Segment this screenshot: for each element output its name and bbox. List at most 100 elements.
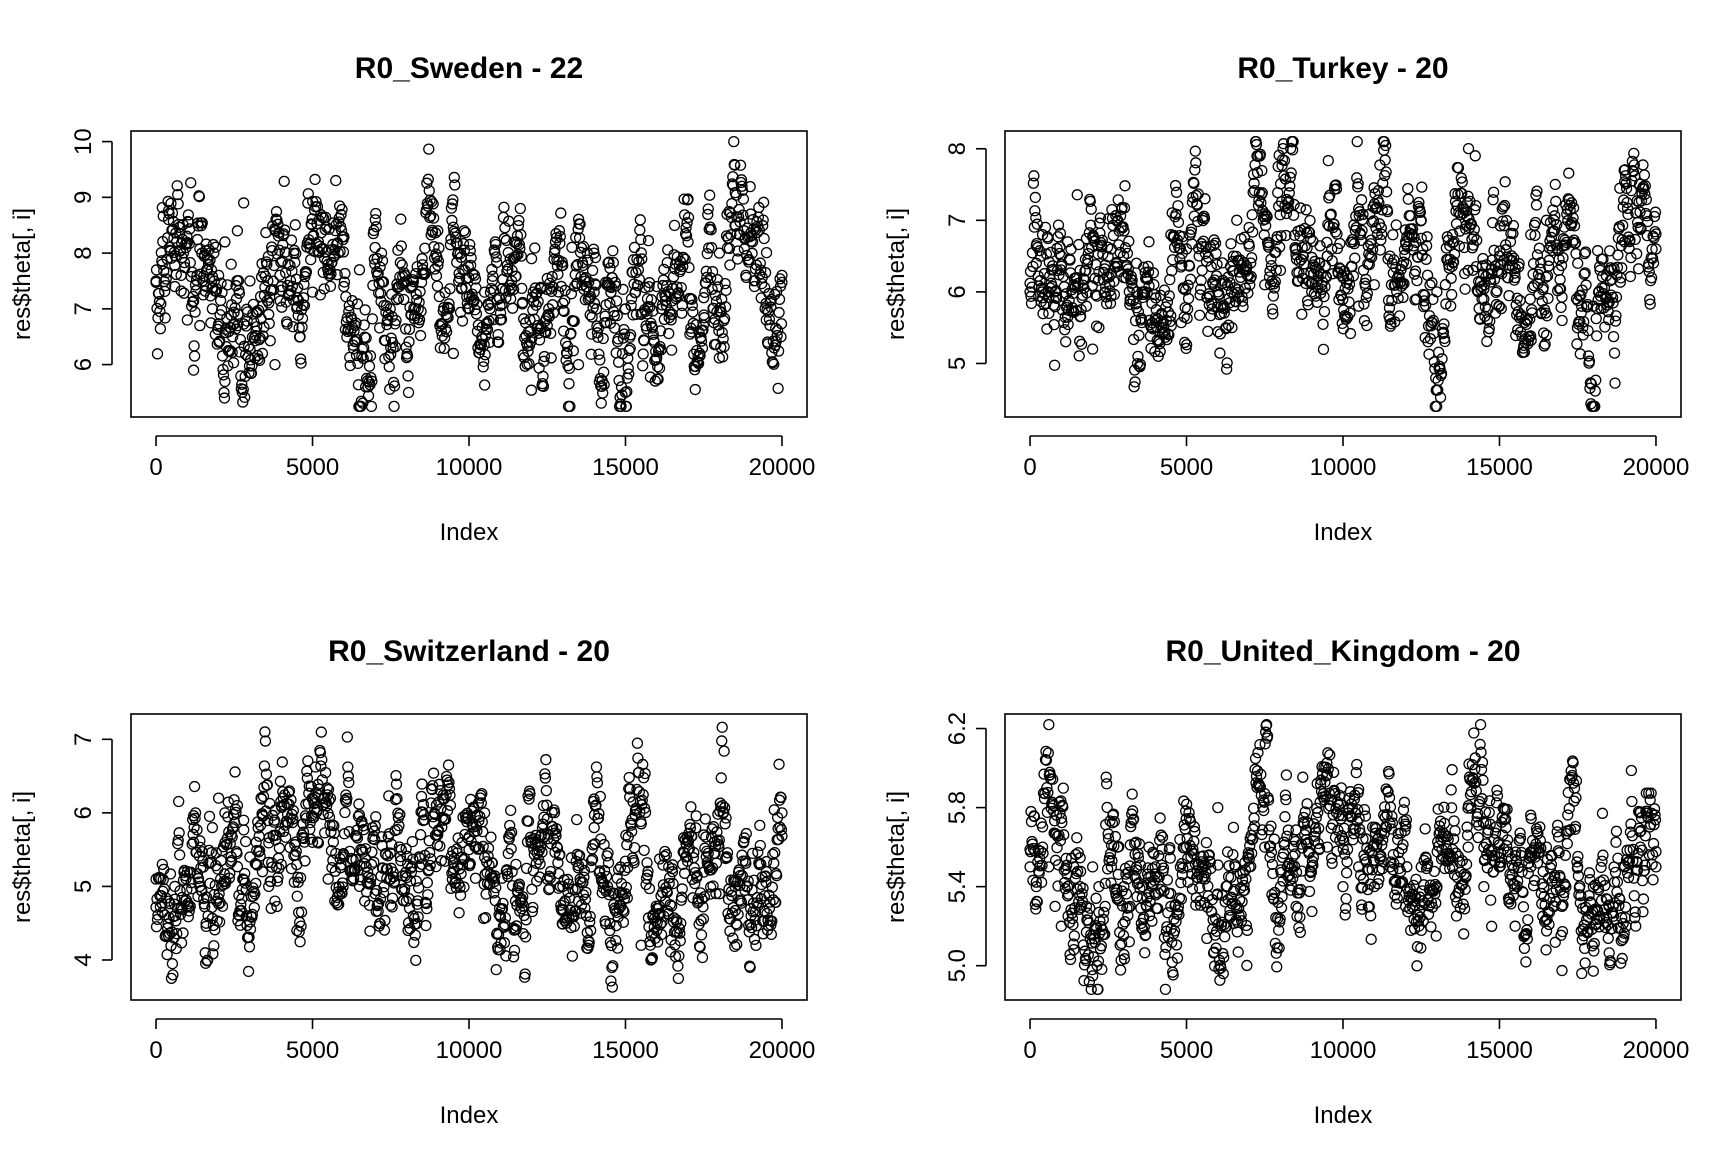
data-point bbox=[1281, 202, 1293, 215]
data-point bbox=[188, 780, 201, 793]
data-point bbox=[1326, 243, 1338, 255]
data-point bbox=[1044, 282, 1056, 294]
data-point bbox=[274, 295, 287, 307]
data-point bbox=[1399, 249, 1411, 261]
data-point bbox=[1050, 292, 1063, 305]
data-point bbox=[1294, 202, 1307, 214]
data-point bbox=[600, 299, 612, 311]
y-tick-label: 5.4 bbox=[944, 870, 971, 903]
data-point bbox=[429, 227, 442, 239]
data-point bbox=[441, 310, 453, 323]
data-point bbox=[356, 350, 368, 362]
data-point bbox=[704, 272, 717, 284]
y-tick-label: 6 bbox=[70, 358, 97, 371]
data-point bbox=[214, 309, 226, 321]
data-point bbox=[772, 382, 784, 394]
data-point bbox=[197, 275, 209, 287]
data-point bbox=[1263, 237, 1275, 249]
data-point bbox=[231, 225, 244, 237]
data-point bbox=[193, 191, 206, 203]
data-point bbox=[1202, 325, 1214, 338]
data-point bbox=[572, 258, 584, 271]
data-point bbox=[675, 263, 687, 276]
data-point bbox=[686, 293, 698, 305]
data-point bbox=[178, 287, 190, 299]
data-point bbox=[1139, 947, 1151, 959]
data-point bbox=[1122, 263, 1134, 275]
data-point bbox=[1267, 308, 1279, 320]
data-point bbox=[498, 201, 510, 213]
data-point bbox=[654, 325, 667, 337]
data-point bbox=[570, 231, 582, 244]
data-point bbox=[594, 790, 606, 803]
data-point bbox=[350, 317, 362, 329]
data-point bbox=[591, 777, 604, 789]
data-point bbox=[1530, 199, 1543, 211]
data-point bbox=[1245, 270, 1257, 283]
data-point bbox=[1358, 298, 1370, 310]
data-point bbox=[1525, 228, 1537, 241]
data-point bbox=[572, 213, 585, 225]
data-point bbox=[213, 335, 226, 347]
data-point bbox=[1160, 301, 1172, 313]
data-point bbox=[463, 272, 475, 284]
data-point bbox=[1219, 931, 1231, 943]
data-point bbox=[1554, 273, 1566, 286]
data-point bbox=[698, 312, 711, 324]
data-point bbox=[713, 247, 726, 259]
data-point bbox=[1556, 314, 1568, 327]
data-point bbox=[1261, 210, 1273, 223]
data-point bbox=[395, 213, 407, 225]
data-point bbox=[159, 285, 171, 298]
data-point bbox=[216, 286, 228, 299]
data-point bbox=[275, 280, 287, 293]
data-point bbox=[457, 238, 470, 250]
data-point bbox=[558, 305, 570, 318]
data-point bbox=[1452, 162, 1465, 174]
y-tick-label: 5 bbox=[70, 880, 97, 893]
data-point bbox=[647, 305, 659, 317]
data-point bbox=[628, 241, 641, 254]
data-point bbox=[350, 349, 363, 362]
data-point bbox=[1320, 271, 1333, 283]
data-point bbox=[1351, 135, 1363, 148]
x-tick-label: 0 bbox=[1023, 1037, 1036, 1064]
data-point bbox=[171, 180, 183, 192]
data-point bbox=[338, 231, 350, 243]
data-point bbox=[1497, 215, 1509, 227]
x-axis-label: Index bbox=[440, 519, 499, 546]
data-point bbox=[631, 737, 644, 749]
data-point bbox=[1265, 820, 1277, 832]
data-point bbox=[696, 342, 709, 354]
data-point bbox=[1280, 229, 1292, 242]
data-point bbox=[404, 282, 417, 294]
data-point bbox=[1135, 312, 1147, 325]
x-tick-label: 15000 bbox=[1466, 1037, 1533, 1064]
data-point bbox=[418, 268, 431, 281]
data-point bbox=[1219, 277, 1231, 289]
data-point bbox=[406, 835, 419, 848]
data-point bbox=[231, 320, 244, 332]
chart-title: R0_Sweden - 22 bbox=[355, 52, 583, 85]
x-tick-label: 5000 bbox=[286, 454, 339, 481]
data-point bbox=[1236, 295, 1249, 307]
data-point bbox=[629, 286, 642, 299]
data-point bbox=[588, 821, 600, 834]
data-point bbox=[175, 285, 187, 297]
data-point bbox=[565, 288, 578, 300]
data-point bbox=[643, 281, 655, 293]
data-point bbox=[1533, 242, 1546, 254]
data-point bbox=[1207, 239, 1220, 252]
data-point bbox=[390, 293, 403, 306]
data-point bbox=[757, 214, 769, 226]
data-point bbox=[1096, 241, 1108, 253]
data-point bbox=[1364, 250, 1376, 263]
data-point bbox=[264, 335, 276, 347]
data-point bbox=[238, 824, 250, 836]
data-point bbox=[568, 315, 580, 327]
data-point bbox=[278, 175, 290, 188]
data-point bbox=[1256, 164, 1268, 177]
data-point bbox=[621, 385, 633, 398]
data-point bbox=[652, 373, 664, 385]
